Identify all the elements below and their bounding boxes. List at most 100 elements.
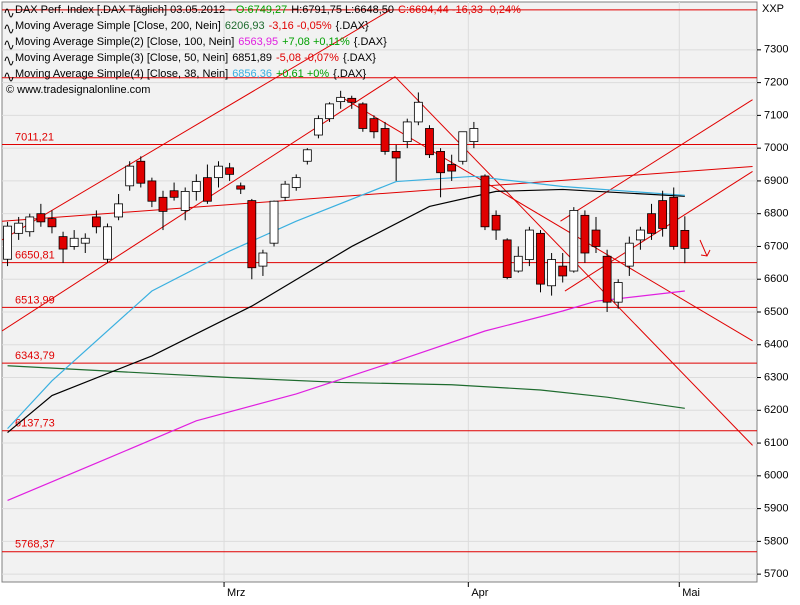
trendline bbox=[564, 170, 753, 292]
legend-readout: -5,08 -0,07% bbox=[276, 52, 339, 64]
y-tick-label: 6300 bbox=[764, 371, 788, 383]
level-label: 6137,73 bbox=[15, 418, 55, 430]
x-tick-label: Mai bbox=[682, 587, 700, 599]
legend-entry: Moving Average Simple(3) [Close, 50, Nei… bbox=[15, 52, 376, 64]
candle-body bbox=[169, 190, 179, 198]
legend-readout: {.DAX} bbox=[336, 20, 369, 32]
y-tick-label: 5900 bbox=[764, 503, 788, 515]
level-label: 5768,37 bbox=[15, 539, 55, 551]
copyright: © www.tradesignalonline.com bbox=[6, 84, 150, 96]
candle-body bbox=[103, 226, 112, 260]
candle-body bbox=[214, 165, 223, 179]
candle-body bbox=[680, 229, 690, 249]
grid bbox=[2, 2, 757, 582]
candle-body bbox=[447, 164, 457, 172]
candle-body bbox=[624, 242, 634, 267]
candle-body bbox=[402, 121, 412, 142]
candle-body bbox=[269, 200, 279, 244]
candle-body bbox=[136, 160, 146, 184]
candle-body bbox=[569, 210, 579, 272]
candle-body bbox=[647, 213, 656, 234]
candle-body bbox=[591, 229, 601, 247]
y-tick-label: 6900 bbox=[764, 175, 788, 187]
candle-body bbox=[247, 200, 257, 269]
legend-readout: 6851,89 bbox=[232, 52, 272, 64]
y-tick-label: 7100 bbox=[764, 109, 788, 121]
level-label: 6650,81 bbox=[15, 249, 55, 261]
candle-body bbox=[258, 252, 268, 267]
candle-body bbox=[280, 183, 290, 198]
candle-body bbox=[191, 181, 201, 192]
legend-readout: +0,61 +0% bbox=[276, 68, 329, 80]
legend-icon bbox=[4, 40, 14, 50]
y-tick-label: 5800 bbox=[764, 535, 788, 547]
candle-body bbox=[80, 237, 90, 244]
legend-name: Moving Average Simple(3) [Close, 50, Nei… bbox=[15, 52, 228, 64]
candle-body bbox=[524, 229, 534, 260]
legend-icon bbox=[4, 56, 14, 66]
candle-body bbox=[491, 214, 501, 231]
trendline bbox=[2, 9, 391, 241]
legend-entry: Moving Average Simple(4) [Close, 38, Nei… bbox=[15, 68, 367, 80]
legend-entry: DAX Perf. Index [.DAX Täglich] 03.05.201… bbox=[15, 4, 521, 16]
legend-readout: O:6749,27 bbox=[236, 4, 287, 16]
y-tick-label: 7000 bbox=[764, 142, 788, 154]
legend-name: Moving Average Simple(2) [Close, 100, Ne… bbox=[15, 36, 234, 48]
candle-body bbox=[636, 229, 645, 241]
y-tick-label: 6100 bbox=[764, 437, 788, 449]
y-tick-label: 6200 bbox=[764, 404, 788, 416]
trendline bbox=[2, 165, 753, 222]
trendline bbox=[560, 99, 753, 222]
candle-body bbox=[314, 118, 323, 136]
ma-line bbox=[7, 365, 685, 409]
candle-body bbox=[47, 218, 57, 228]
candle-body bbox=[225, 167, 235, 175]
candle-body bbox=[325, 103, 334, 120]
candle-body bbox=[147, 180, 157, 202]
corner-label: XXP bbox=[762, 3, 784, 15]
candle-body bbox=[358, 103, 368, 129]
candle-body bbox=[58, 236, 68, 250]
y-tick-label: 5700 bbox=[764, 568, 788, 580]
candle-body bbox=[425, 128, 434, 156]
candle-body bbox=[69, 237, 79, 247]
candle-body bbox=[547, 259, 556, 287]
ma-line bbox=[7, 188, 685, 434]
candle-body bbox=[236, 185, 246, 190]
candle-body bbox=[158, 196, 168, 212]
legend-readout: 6206,93 bbox=[225, 20, 265, 32]
legend-readout: C:6694,44 -16,33 -0,24% bbox=[398, 4, 521, 16]
candle-body bbox=[558, 265, 568, 277]
y-tick-label: 6000 bbox=[764, 470, 788, 482]
legend-readout: -3,16 -0,05% bbox=[269, 20, 332, 32]
y-tick-label: 6700 bbox=[764, 240, 788, 252]
level-label: 7011,21 bbox=[15, 131, 54, 143]
candle-body bbox=[91, 216, 101, 228]
legend-readout: {.DAX} bbox=[343, 52, 376, 64]
plot: 7011,216650,816513,996343,796137,735768,… bbox=[2, 9, 757, 553]
candle-body bbox=[302, 149, 312, 162]
candle-body bbox=[3, 225, 12, 260]
candle-body bbox=[336, 96, 346, 103]
candle-body bbox=[347, 97, 357, 103]
x-tick-label: Apr bbox=[471, 587, 488, 599]
candle-body bbox=[613, 282, 623, 303]
y-tick-label: 6600 bbox=[764, 273, 788, 285]
candle-body bbox=[125, 165, 135, 187]
legend-readout: +7,08 +0,11% bbox=[282, 36, 350, 48]
legend-icon bbox=[4, 8, 14, 18]
legend: DAX Perf. Index [.DAX Täglich] 03.05.201… bbox=[4, 4, 521, 96]
legend-entry: Moving Average Simple(2) [Close, 100, Ne… bbox=[15, 36, 387, 48]
legend-entry: Moving Average Simple [Close, 200, Nein]… bbox=[15, 20, 369, 32]
candle-body bbox=[458, 131, 468, 162]
y-tick-label: 6400 bbox=[764, 339, 788, 351]
legend-readout: 6856,36 bbox=[232, 68, 272, 80]
candle-body bbox=[203, 177, 212, 202]
candle-body bbox=[413, 101, 423, 123]
legend-name: Moving Average Simple [Close, 200, Nein] bbox=[15, 20, 221, 32]
plot-area bbox=[1, 1, 758, 583]
candle-body bbox=[602, 255, 612, 303]
candle-body bbox=[14, 222, 24, 234]
